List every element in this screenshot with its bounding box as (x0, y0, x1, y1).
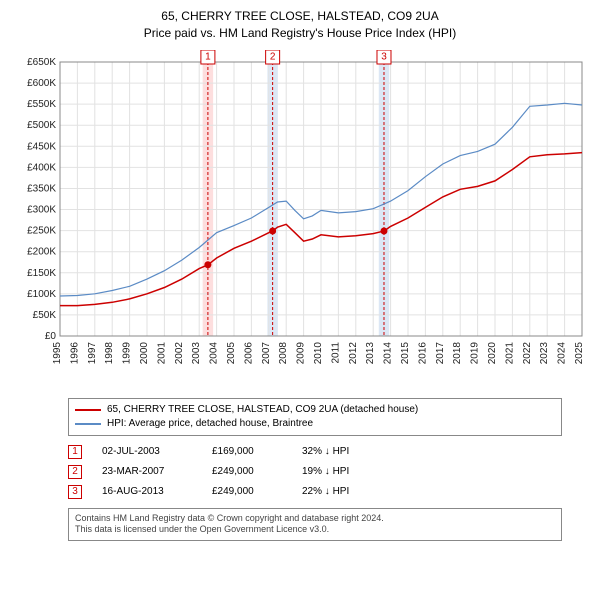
sale-row: 2 23-MAR-2007 £249,000 19% ↓ HPI (68, 462, 562, 482)
sale-marker-num: 3 (72, 486, 78, 497)
svg-text:2015: 2015 (400, 341, 411, 364)
svg-text:2010: 2010 (313, 341, 324, 364)
svg-text:2001: 2001 (156, 341, 167, 364)
footer-line1: Contains HM Land Registry data © Crown c… (75, 513, 555, 525)
svg-text:£400K: £400K (27, 162, 56, 173)
svg-text:2007: 2007 (261, 341, 272, 364)
chart-area: £0 £50K £100K £150K £200K £250K £300K £350K £400… (10, 50, 590, 390)
sale-delta: 32% ↓ HPI (302, 446, 392, 457)
svg-text:2008: 2008 (278, 341, 289, 364)
sale-marker-num: 2 (72, 466, 78, 477)
title-block: 65, CHERRY TREE CLOSE, HALSTEAD, CO9 2UA… (10, 8, 590, 42)
legend-label-hpi: HPI: Average price, detached house, Brai… (107, 417, 313, 431)
svg-text:2: 2 (270, 51, 276, 62)
svg-text:1999: 1999 (122, 341, 133, 364)
svg-text:2024: 2024 (557, 341, 568, 364)
sale-row: 3 16-AUG-2013 £249,000 22% ↓ HPI (68, 482, 562, 502)
svg-text:2002: 2002 (174, 341, 185, 364)
sale-price: £169,000 (212, 446, 282, 457)
svg-text:£500K: £500K (27, 120, 56, 131)
svg-text:£650K: £650K (27, 57, 56, 68)
svg-text:2016: 2016 (417, 341, 428, 364)
sale-price: £249,000 (212, 486, 282, 497)
sale-date: 02-JUL-2003 (102, 446, 192, 457)
svg-text:2006: 2006 (243, 341, 254, 364)
sale-marker-icon: 2 (68, 465, 82, 479)
svg-text:£550K: £550K (27, 99, 56, 110)
svg-text:2017: 2017 (435, 341, 446, 364)
svg-text:£600K: £600K (27, 78, 56, 89)
svg-text:£300K: £300K (27, 204, 56, 215)
legend-swatch-property (75, 409, 101, 411)
svg-text:£0: £0 (45, 331, 57, 342)
svg-text:1997: 1997 (87, 341, 98, 364)
svg-text:2025: 2025 (574, 341, 585, 364)
svg-text:£250K: £250K (27, 225, 56, 236)
svg-text:3: 3 (381, 51, 387, 62)
svg-text:£50K: £50K (33, 310, 57, 321)
svg-text:1998: 1998 (104, 341, 115, 364)
chart-container: 65, CHERRY TREE CLOSE, HALSTEAD, CO9 2UA… (0, 0, 600, 551)
legend-box: 65, CHERRY TREE CLOSE, HALSTEAD, CO9 2UA… (68, 398, 562, 436)
title-subtitle: Price paid vs. HM Land Registry's House … (10, 25, 590, 42)
sales-block: 1 02-JUL-2003 £169,000 32% ↓ HPI 2 23-MA… (68, 442, 562, 502)
sale-row: 1 02-JUL-2003 £169,000 32% ↓ HPI (68, 442, 562, 462)
sale-delta: 22% ↓ HPI (302, 486, 392, 497)
sale-marker-icon: 3 (68, 485, 82, 499)
svg-text:2019: 2019 (470, 341, 481, 364)
chart-svg: £0 £50K £100K £150K £200K £250K £300K £350K £400… (10, 50, 590, 390)
svg-text:2004: 2004 (209, 341, 220, 364)
svg-text:2023: 2023 (539, 341, 550, 364)
footer-line2: This data is licensed under the Open Gov… (75, 524, 555, 536)
sale-marker-num: 1 (72, 446, 78, 457)
svg-text:£150K: £150K (27, 267, 56, 278)
svg-text:£200K: £200K (27, 246, 56, 257)
sale-price: £249,000 (212, 466, 282, 477)
title-address: 65, CHERRY TREE CLOSE, HALSTEAD, CO9 2UA (10, 8, 590, 25)
svg-text:£450K: £450K (27, 141, 56, 152)
svg-text:1: 1 (205, 51, 211, 62)
svg-text:2011: 2011 (330, 341, 341, 363)
legend-label-property: 65, CHERRY TREE CLOSE, HALSTEAD, CO9 2UA… (107, 403, 418, 417)
sale-date: 23-MAR-2007 (102, 466, 192, 477)
svg-text:2014: 2014 (383, 341, 394, 364)
svg-text:2012: 2012 (348, 341, 359, 364)
sale-marker-icon: 1 (68, 445, 82, 459)
sale-date: 16-AUG-2013 (102, 486, 192, 497)
svg-text:2013: 2013 (365, 341, 376, 364)
footer-box: Contains HM Land Registry data © Crown c… (68, 508, 562, 541)
svg-text:2009: 2009 (296, 341, 307, 364)
svg-text:2005: 2005 (226, 341, 237, 364)
svg-text:1995: 1995 (52, 341, 63, 364)
sale-delta: 19% ↓ HPI (302, 466, 392, 477)
svg-text:2022: 2022 (522, 341, 533, 364)
svg-text:£350K: £350K (27, 183, 56, 194)
legend-row-hpi: HPI: Average price, detached house, Brai… (75, 417, 555, 431)
svg-text:2003: 2003 (191, 341, 202, 364)
svg-text:£100K: £100K (27, 288, 56, 299)
svg-text:2000: 2000 (139, 341, 150, 364)
svg-text:2020: 2020 (487, 341, 498, 364)
svg-text:2021: 2021 (504, 341, 515, 364)
svg-text:2018: 2018 (452, 341, 463, 364)
legend-swatch-hpi (75, 423, 101, 425)
legend-row-property: 65, CHERRY TREE CLOSE, HALSTEAD, CO9 2UA… (75, 403, 555, 417)
svg-text:1996: 1996 (69, 341, 80, 364)
